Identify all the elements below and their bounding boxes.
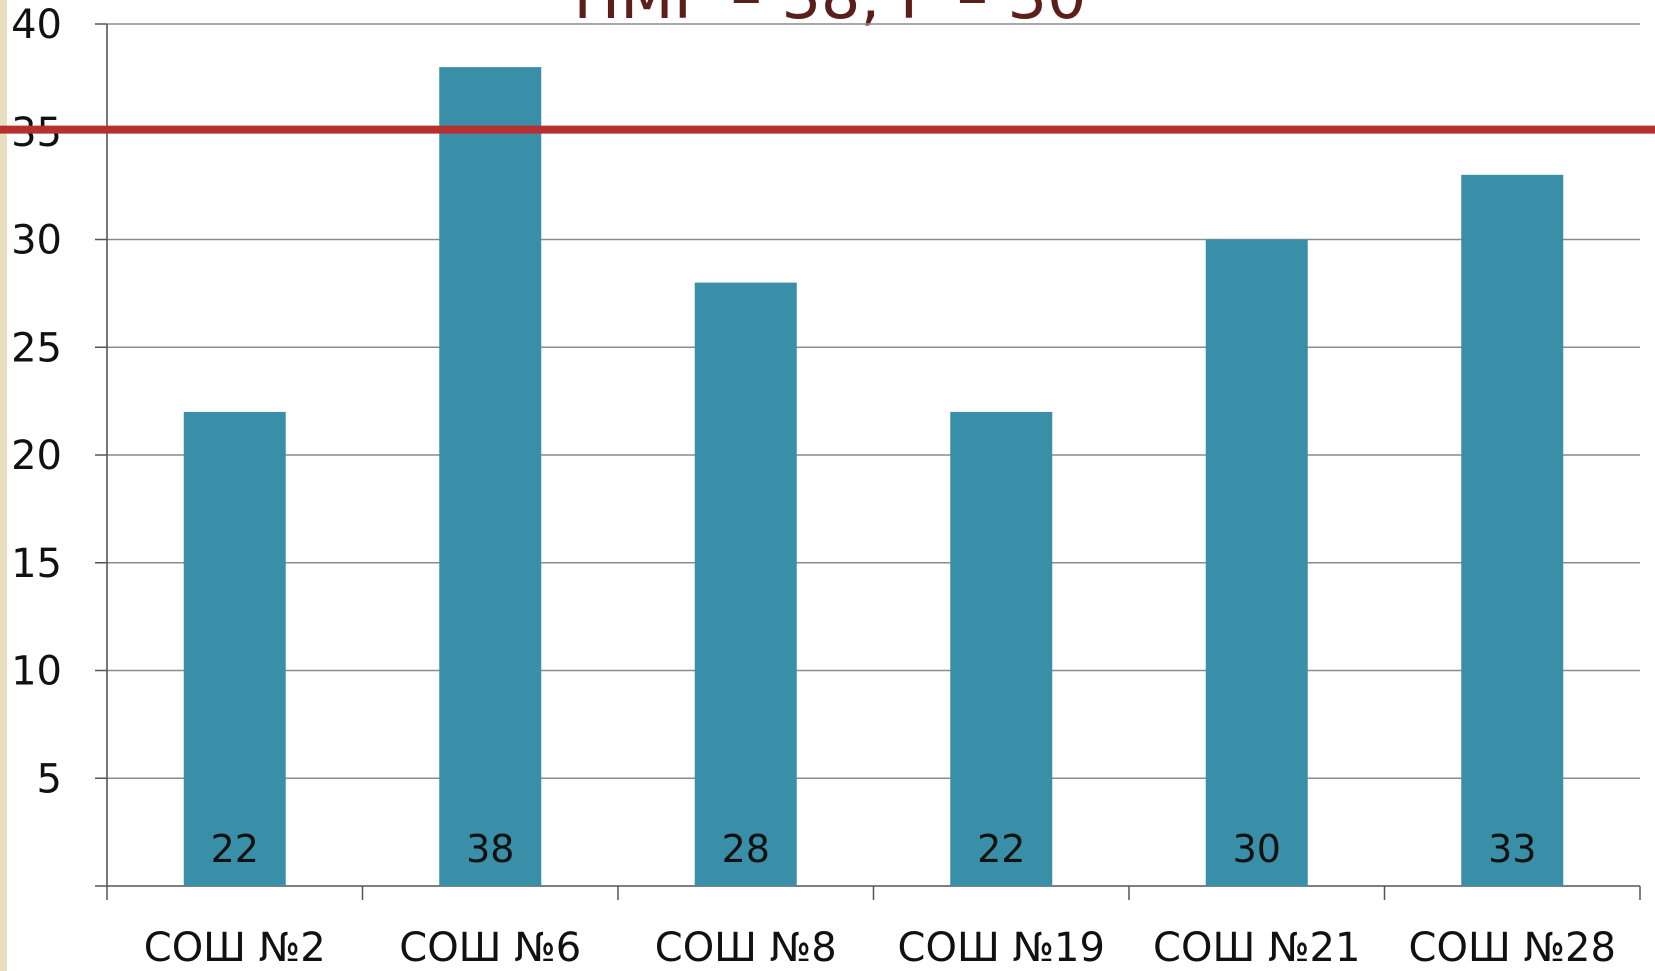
data-label-1: 22 bbox=[211, 827, 259, 871]
y-tick-label-20: 20 bbox=[11, 433, 62, 479]
category-label-1: СОШ №2 bbox=[144, 925, 326, 971]
y-tick-label-5: 5 bbox=[37, 756, 62, 802]
bar-2 bbox=[439, 67, 542, 887]
chart-title: НМР – 38, Р – 30 bbox=[574, 0, 1087, 33]
data-label-6: 33 bbox=[1488, 827, 1536, 871]
bar-4 bbox=[950, 411, 1053, 886]
category-label-4: СОШ №19 bbox=[898, 925, 1105, 971]
bar-6 bbox=[1461, 174, 1564, 887]
bar-1 bbox=[183, 411, 286, 886]
data-label-4: 22 bbox=[977, 827, 1025, 871]
data-label-2: 38 bbox=[466, 827, 514, 871]
category-label-6: СОШ №28 bbox=[1409, 925, 1616, 971]
bar-5 bbox=[1205, 239, 1308, 886]
category-label-5: СОШ №21 bbox=[1153, 925, 1360, 971]
y-tick-label-25: 25 bbox=[11, 325, 62, 371]
y-tick-label-30: 30 bbox=[11, 218, 62, 264]
data-label-5: 30 bbox=[1233, 827, 1281, 871]
data-label-3: 28 bbox=[722, 827, 770, 871]
y-tick-label-40: 40 bbox=[11, 2, 62, 48]
y-tick-label-15: 15 bbox=[11, 541, 62, 587]
bar-3 bbox=[694, 282, 797, 887]
category-label-2: СОШ №6 bbox=[399, 925, 581, 971]
y-tick-label-10: 10 bbox=[11, 649, 62, 695]
category-label-3: СОШ №8 bbox=[655, 925, 837, 971]
left-edge-strip bbox=[0, 0, 7, 971]
